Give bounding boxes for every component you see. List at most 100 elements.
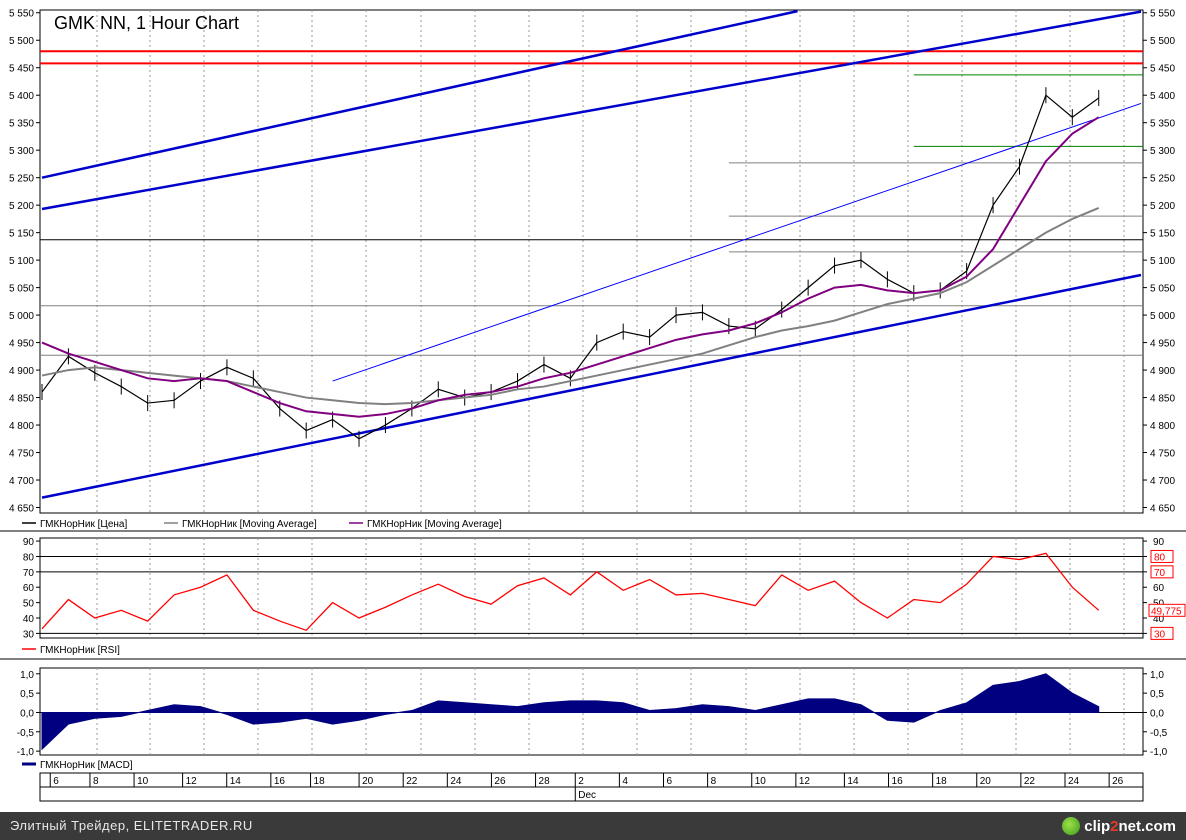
- price-ytick-label-left-16: 5 450: [9, 64, 34, 75]
- rsi-ytick-label-left-1: 40: [23, 614, 35, 625]
- price-ytick-label-right-12: 5 250: [1150, 174, 1175, 185]
- macd-ytick-label-right-1: -0,5: [1150, 728, 1168, 739]
- price-ytick-label-right-0: 4 650: [1150, 504, 1175, 515]
- price-ytick-label-right-5: 4 900: [1150, 366, 1175, 377]
- price-ytick-label-right-14: 5 350: [1150, 119, 1175, 130]
- price-ytick-label-left-1: 4 700: [9, 476, 34, 487]
- price-ytick-label-right-4: 4 850: [1150, 394, 1175, 405]
- price-ytick-label-right-17: 5 500: [1150, 36, 1175, 47]
- x-axis-label-15: 8: [711, 776, 717, 787]
- rsi-legend: ГМКНорНик [RSI]: [22, 645, 120, 656]
- grid-lines: [96, 10, 1125, 755]
- rsi-level-box-0: [1150, 626, 1174, 640]
- trendlines: [41, 9, 1142, 499]
- x-axis-label-4: 14: [230, 776, 242, 787]
- panel-frame-1: [39, 537, 1144, 639]
- x-axis-label-13: 4: [622, 776, 628, 787]
- price-ytick-label-left-9: 5 100: [9, 256, 34, 267]
- price-ytick-label-right-10: 5 150: [1150, 229, 1175, 240]
- x-axis: 6 8 10 12 14 16 18 20 22 24 26 28 2 4 6 8 10 12 14 16 18 20 22…: [39, 772, 1144, 802]
- price-ytick-label-right-3: 4 800: [1150, 421, 1175, 432]
- macd-ytick-label-left-1: -0,5: [17, 728, 35, 739]
- logo-text-accent: 2: [1110, 817, 1119, 835]
- x-axis-label-18: 14: [847, 776, 859, 787]
- rsi-level-label-2: 80: [1154, 552, 1166, 563]
- price-ytick-label-right-11: 5 200: [1150, 201, 1175, 212]
- x-axis-label-22: 22: [1024, 776, 1036, 787]
- x-axis-label-14: 6: [667, 776, 673, 787]
- trendline-3: [332, 102, 1142, 382]
- footer-source-text: Элитный Трейдер, ELITETRADER.RU: [10, 818, 253, 833]
- macd-ytick-label-right-3: 0,5: [1150, 689, 1164, 700]
- rsi-ytick-label-right-6: 90: [1153, 537, 1165, 548]
- price-ytick-label-left-0: 4 650: [9, 504, 34, 515]
- price-ytick-label-right-16: 5 450: [1150, 64, 1175, 75]
- rsi-ytick-label-left-0: 30: [23, 629, 35, 640]
- rsi-last-value-label: 49,775: [1151, 606, 1182, 617]
- price-legend-label-1: ГМКНорНик [Moving Average]: [182, 519, 317, 530]
- price-ytick-label-left-14: 5 350: [9, 119, 34, 130]
- rsi-ytick-label-right-1: 40: [1153, 614, 1165, 625]
- price-ytick-label-left-3: 4 800: [9, 421, 34, 432]
- price-ytick-label-left-5: 4 900: [9, 366, 34, 377]
- panel-frames: [0, 9, 1186, 756]
- macd-ytick-label-left-2: 0,0: [20, 708, 34, 719]
- macd-ytick-label-left-4: 1,0: [20, 670, 34, 681]
- macd-legend: ГМКНорНик [MACD]: [22, 760, 133, 771]
- x-axis-label-7: 20: [362, 776, 374, 787]
- logo-text-post: net.com: [1118, 817, 1176, 835]
- price-ytick-label-right-6: 4 950: [1150, 339, 1175, 350]
- series-layer: [41, 87, 1100, 751]
- macd-ytick-label-right-2: 0,0: [1150, 708, 1164, 719]
- price-ytick-label-left-6: 4 950: [9, 339, 34, 350]
- price-ytick-label-right-9: 5 100: [1150, 256, 1175, 267]
- price-ytick-label-left-17: 5 500: [9, 36, 34, 47]
- price-ytick-label-left-7: 5 000: [9, 311, 34, 322]
- rsi-level-box-2: [1150, 549, 1174, 563]
- price-ytick-label-left-4: 4 850: [9, 394, 34, 405]
- macd-ytick-label-right-0: -1,0: [1150, 747, 1168, 758]
- chart-window: 4 650 4 650 4 700 4 700 4 750 4 750 4 800 4 800…: [0, 0, 1186, 812]
- rsi-ytick-label-left-3: 60: [23, 583, 35, 594]
- price-ytick-label-right-7: 5 000: [1150, 311, 1175, 322]
- x-axis-label-23: 24: [1068, 776, 1080, 787]
- rsi-level-box-1: [1150, 565, 1174, 579]
- footer-bar: Элитный Трейдер, ELITETRADER.RU clip2net…: [0, 812, 1186, 840]
- x-axis-label-9: 24: [450, 776, 462, 787]
- trendline-0: [41, 273, 1142, 499]
- price-ytick-label-right-15: 5 400: [1150, 91, 1175, 102]
- price-ytick-label-left-18: 5 550: [9, 9, 34, 20]
- macd-legend-label: ГМКНорНик [MACD]: [40, 760, 133, 771]
- rsi-ytick-label-right-3: 60: [1153, 583, 1165, 594]
- price-ytick-label-left-10: 5 150: [9, 229, 34, 240]
- x-axis-label-21: 20: [980, 776, 992, 787]
- price-ytick-label-right-1: 4 700: [1150, 476, 1175, 487]
- rsi-legend-label: ГМКНорНик [RSI]: [40, 645, 120, 656]
- rsi-ytick-label-left-2: 50: [23, 599, 35, 610]
- trendline-1: [41, 10, 1142, 211]
- price-ytick-label-right-13: 5 300: [1150, 146, 1175, 157]
- trendline-2: [41, 9, 798, 179]
- price-ytick-label-left-13: 5 300: [9, 146, 34, 157]
- price-ytick-label-left-8: 5 050: [9, 284, 34, 295]
- logo-text-pre: clip: [1084, 817, 1111, 835]
- x-axis-label-11: 28: [539, 776, 551, 787]
- x-axis-label-10: 26: [494, 776, 506, 787]
- clip2net-logo-icon: [1062, 817, 1081, 835]
- clip2net-logo[interactable]: clip2net.com: [1062, 816, 1176, 836]
- horizontal-levels: [40, 50, 1143, 713]
- rsi-level-label-1: 70: [1154, 568, 1166, 579]
- x-axis-label-12: 2: [578, 776, 584, 787]
- rsi-last-value-box: [1148, 603, 1186, 617]
- axes-layer: 4 650 4 650 4 700 4 700 4 750 4 750 4 800 4 800…: [9, 9, 1186, 758]
- chart-title: GMK NN, 1 Hour Chart: [54, 13, 239, 33]
- x-axis-label-19: 16: [892, 776, 904, 787]
- rsi-level-label-0: 30: [1154, 629, 1166, 640]
- macd-histogram: [41, 673, 1100, 751]
- x-axis-month-label: Dec: [578, 790, 596, 801]
- price-ytick-label-right-8: 5 050: [1150, 284, 1175, 295]
- price-legend: ГМКНорНик [Цена] ГМКНорНик [Moving Averag…: [22, 519, 502, 530]
- price-series-2: [41, 116, 1100, 418]
- price-ytick-label-left-11: 5 200: [9, 201, 34, 212]
